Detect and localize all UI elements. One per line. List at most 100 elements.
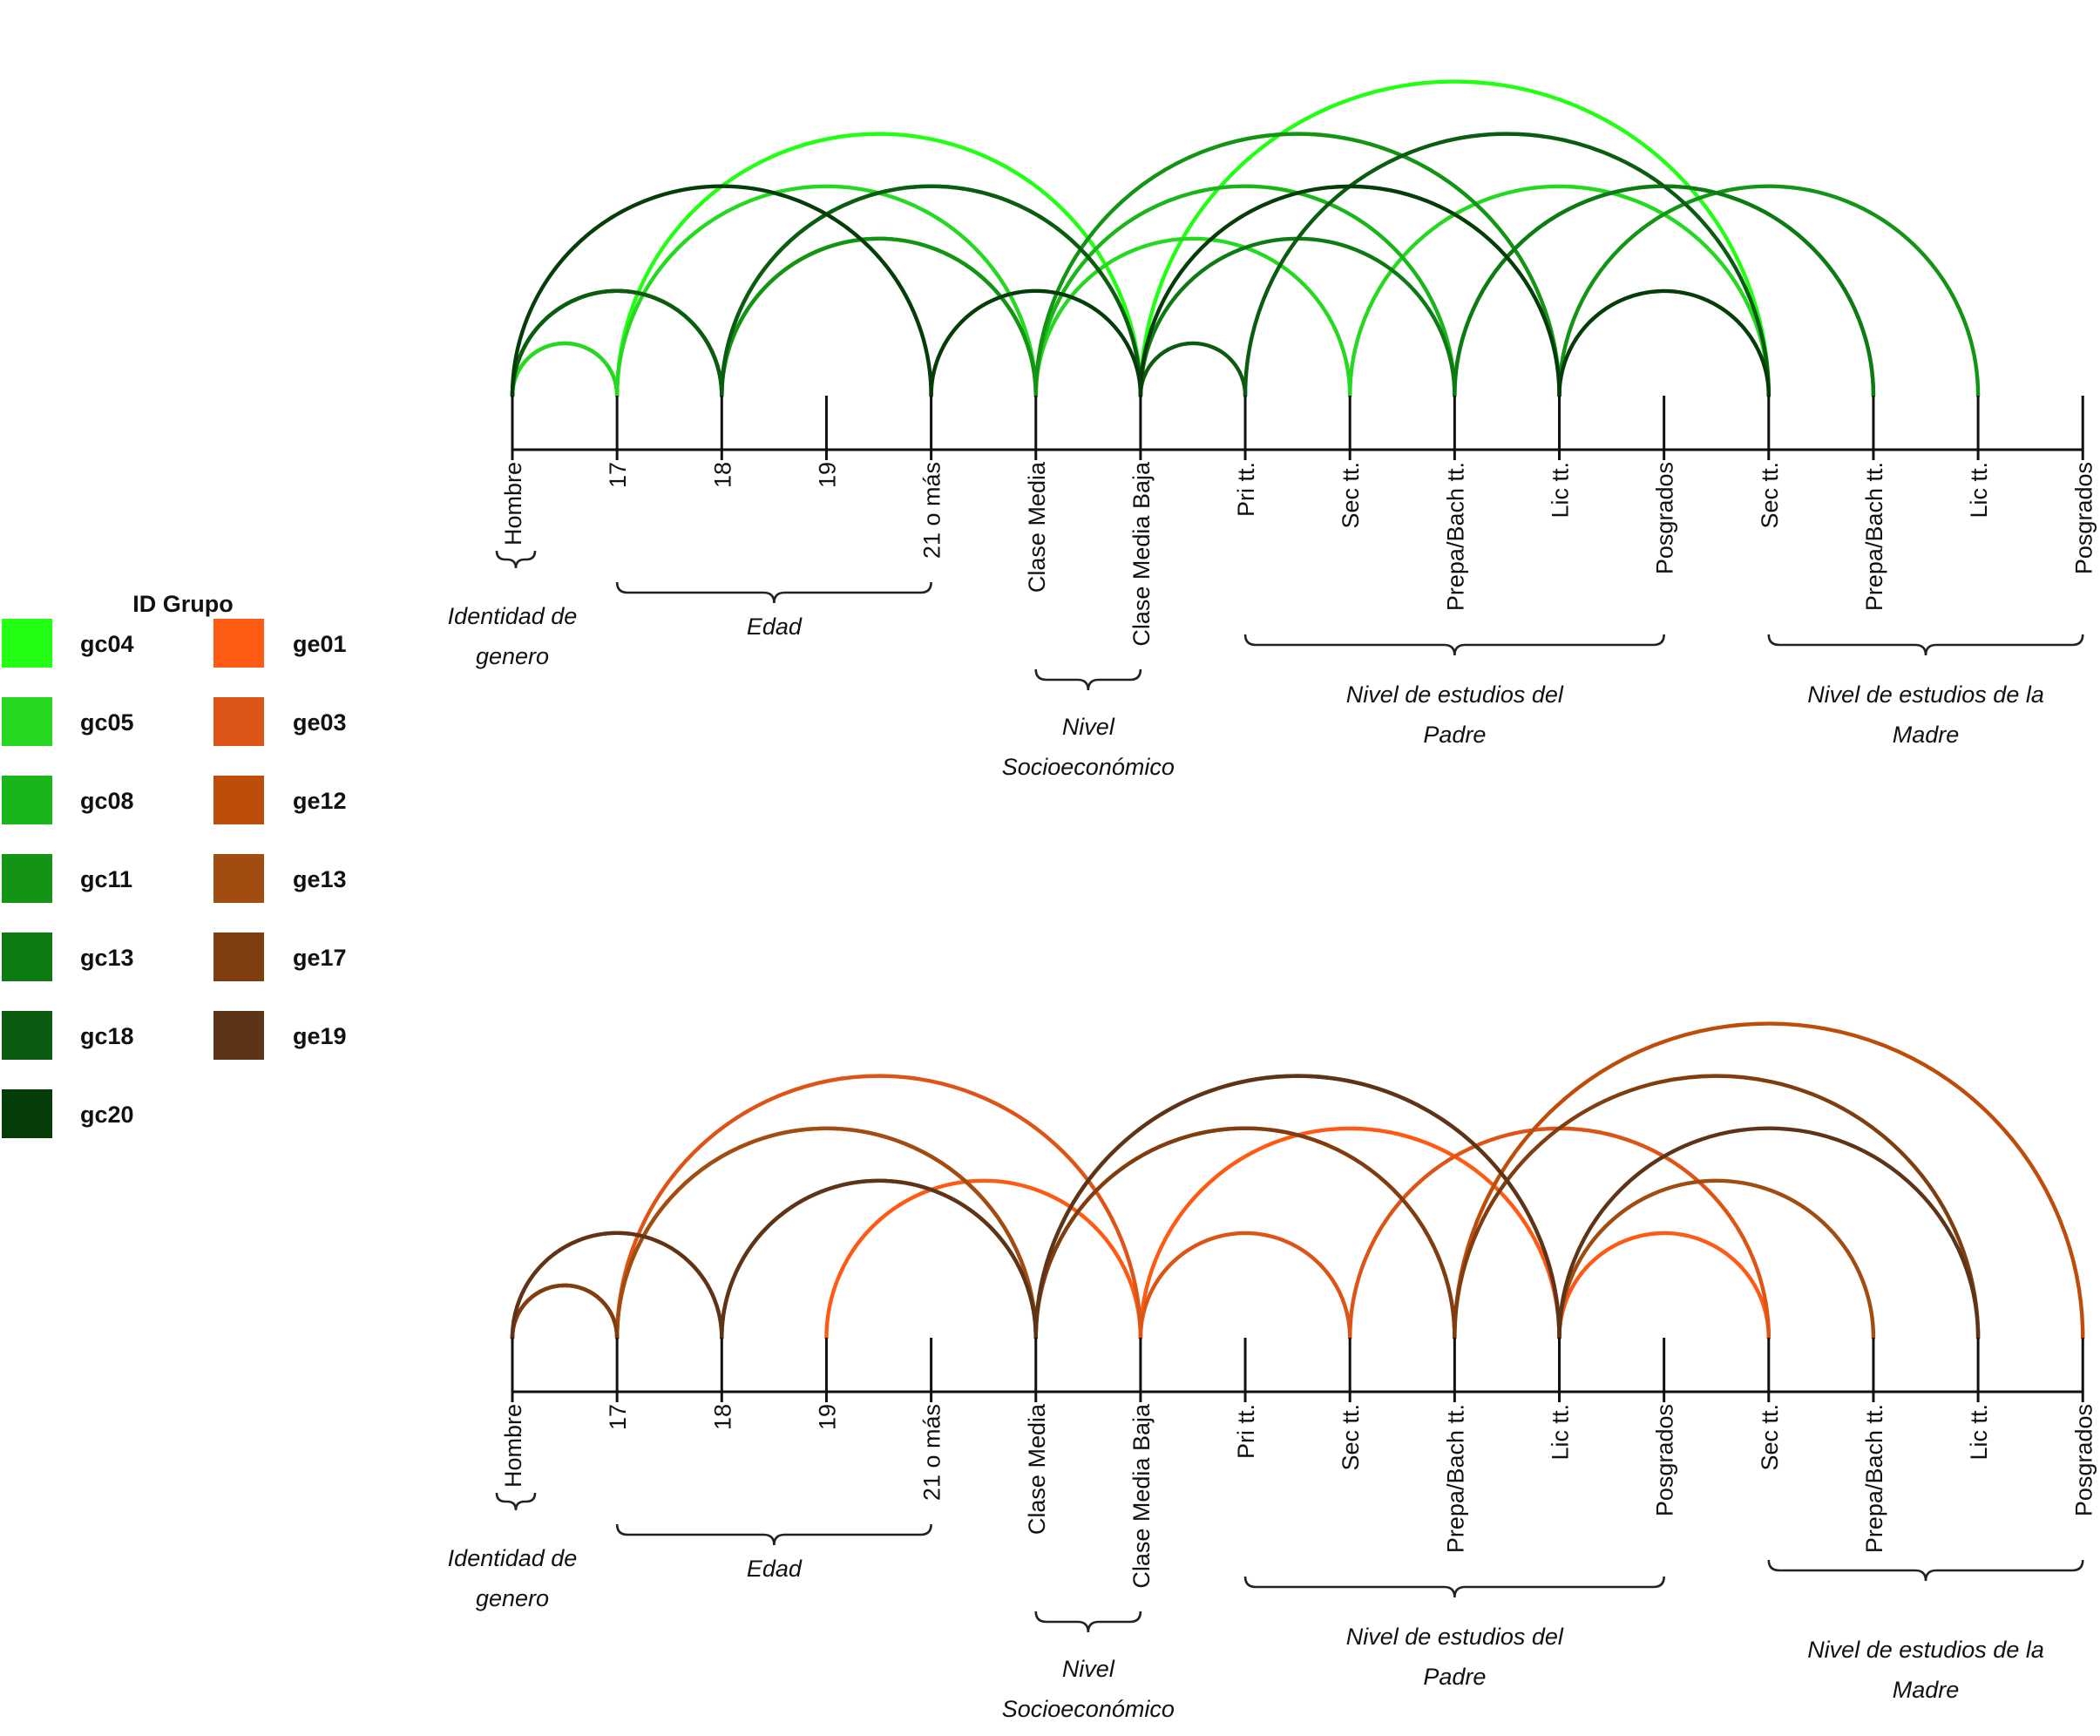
arc-1-5 — [614, 184, 1038, 398]
legend: ID Grupo gc04 gc05 gc08 gc11 gc13 gc18 gc20 ge0… — [2, 591, 347, 1138]
category-brace-nivel-de-estudios-del — [1243, 634, 1665, 656]
node-label-clase-media: Clase Media — [1024, 1403, 1050, 1535]
node-label-posgrados: Posgrados — [2070, 462, 2097, 574]
category-label-nivel-de-estudios-del-line1: Padre — [1423, 722, 1486, 748]
node-label-prepa-bach-tt: Prepa/Bach tt. — [1861, 1404, 1887, 1553]
category-label-identidad-de-line0: Identidad de — [448, 603, 578, 629]
node-label-posgrados: Posgrados — [1652, 462, 1678, 574]
arc-5-9 — [1033, 184, 1457, 398]
arc-6-12 — [1138, 79, 1771, 398]
arc-5-10 — [1033, 132, 1561, 398]
category-brace-identidad-de — [495, 550, 537, 569]
node-label-prepa-bach-tt: Prepa/Bach tt. — [1442, 462, 1468, 611]
legend-label-gc04: gc04 — [80, 631, 134, 657]
arc-7-12 — [1243, 132, 1771, 398]
category-label-edad-line0: Edad — [747, 614, 803, 640]
arc-6-8 — [1138, 1231, 1352, 1340]
legend-label-ge12: ge12 — [293, 788, 347, 814]
legend-label-ge01: ge01 — [293, 631, 347, 657]
node-label-18: 18 — [709, 462, 735, 488]
arc-5-10 — [1033, 1074, 1561, 1340]
node-label-prepa-bach-tt: Prepa/Bach tt. — [1861, 462, 1887, 611]
category-label-nivel-line0: Nivel — [1062, 714, 1115, 740]
arc-6-10 — [1138, 184, 1561, 398]
legend-swatch-ge19 — [213, 1011, 264, 1060]
legend-swatch-ge03 — [213, 697, 264, 746]
arc-0-4 — [510, 184, 933, 398]
arc-0-1 — [510, 1283, 620, 1340]
node-label-posgrados: Posgrados — [1652, 1404, 1678, 1516]
arc-9-15 — [1453, 1021, 2085, 1340]
category-label-nivel-de-estudios-de-la-line0: Nivel de estudios de la — [1807, 682, 2044, 708]
node-label-hombre: Hombre — [500, 462, 526, 546]
category-label-nivel-de-estudios-del-line0: Nivel de estudios del — [1346, 1624, 1564, 1650]
legend-swatch-ge13 — [213, 854, 264, 903]
category-brace-identidad-de — [495, 1492, 537, 1511]
legend-swatch-gc20 — [2, 1089, 52, 1138]
node-label-19: 19 — [814, 1404, 840, 1430]
legend-swatch-gc11 — [2, 854, 52, 903]
category-brace-nivel — [1034, 1611, 1142, 1633]
legend-label-gc13: gc13 — [80, 945, 134, 971]
node-label-lic-tt: Lic tt. — [1548, 462, 1574, 519]
category-label-nivel-de-estudios-de-la-line1: Madre — [1893, 1677, 1960, 1703]
arc-0-1 — [510, 341, 620, 398]
node-label-clase-media-baja: Clase Media Baja — [1128, 1403, 1155, 1589]
legend-label-gc05: gc05 — [80, 709, 134, 736]
legend-label-gc20: gc20 — [80, 1102, 134, 1128]
arc-1-6 — [614, 132, 1143, 398]
category-label-nivel-de-estudios-del-line0: Nivel de estudios del — [1346, 682, 1564, 708]
node-label-posgrados: Posgrados — [2070, 1404, 2097, 1516]
arc-0-1 — [510, 1283, 620, 1340]
arc-5-9 — [1033, 1126, 1457, 1340]
category-label-nivel-line1: Socioeconómico — [1002, 754, 1175, 780]
category-brace-nivel — [1034, 668, 1142, 691]
arc-0-2 — [510, 288, 724, 398]
node-label-sec-tt: Sec tt. — [1757, 462, 1783, 529]
node-label-clase-media-baja: Clase Media Baja — [1128, 461, 1155, 647]
arc-6-10 — [1138, 1126, 1561, 1340]
legend-swatch-ge01 — [213, 619, 264, 668]
category-label-nivel-line1: Socioeconómico — [1002, 1696, 1175, 1722]
arc-0-1 — [510, 1283, 620, 1340]
orange-panel: Hombre 17 18 19 21 o más Clase Media Clase Med… — [448, 1021, 2097, 1722]
category-label-identidad-de-line1: genero — [476, 1585, 549, 1611]
node-label-sec-tt: Sec tt. — [1338, 462, 1364, 529]
legend-label-ge19: ge19 — [293, 1023, 347, 1049]
legend-swatch-gc13 — [2, 932, 52, 981]
category-brace-nivel-de-estudios-del — [1243, 1576, 1665, 1598]
arc-2-5 — [720, 1178, 1038, 1340]
node-label-pri-tt: Pri tt. — [1233, 1404, 1259, 1459]
legend-label-ge17: ge17 — [293, 945, 347, 971]
arc-2-5 — [720, 236, 1038, 398]
arc-9-14 — [1453, 1074, 1981, 1340]
arc-1-5 — [614, 1126, 1038, 1340]
orange-arcs — [510, 1021, 2085, 1340]
arc-2-6 — [720, 184, 1143, 398]
category-brace-edad — [615, 1523, 932, 1546]
arc-0-1 — [510, 1283, 620, 1340]
node-label-21-o-m-s: 21 o más — [919, 1404, 945, 1501]
legend-swatch-ge12 — [213, 776, 264, 824]
node-label-lic-tt: Lic tt. — [1966, 1404, 1992, 1461]
arc-10-14 — [1557, 1126, 1981, 1340]
arc-5-10 — [1033, 1074, 1561, 1340]
node-label-clase-media: Clase Media — [1024, 461, 1050, 593]
arc-10-12 — [1557, 1231, 1771, 1340]
arc-8-12 — [1348, 184, 1771, 398]
legend-swatch-gc18 — [2, 1011, 52, 1060]
legend-swatch-gc05 — [2, 697, 52, 746]
arc-10-13 — [1557, 1178, 1876, 1340]
legend-label-gc11: gc11 — [80, 866, 132, 892]
node-label-17: 17 — [605, 462, 631, 488]
arc-0-1 — [510, 341, 620, 398]
arc-3-6 — [824, 1178, 1143, 1340]
arc-1-5 — [614, 1126, 1038, 1340]
node-label-sec-tt: Sec tt. — [1338, 1404, 1364, 1471]
category-brace-nivel-de-estudios-de-la — [1767, 634, 2084, 656]
legend-label-gc18: gc18 — [80, 1023, 134, 1049]
arc-6-7 — [1138, 341, 1248, 398]
node-label-lic-tt: Lic tt. — [1966, 462, 1992, 519]
node-label-sec-tt: Sec tt. — [1757, 1404, 1783, 1471]
